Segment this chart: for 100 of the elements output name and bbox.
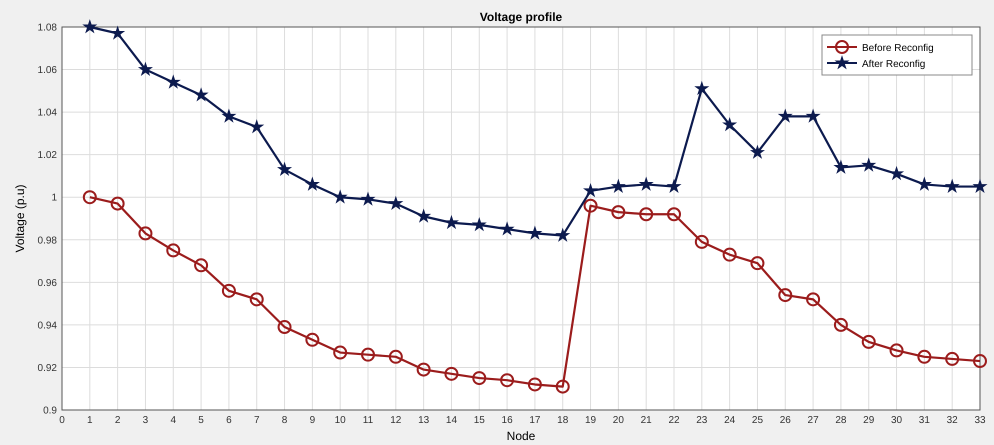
x-tick-label: 33: [974, 415, 986, 426]
x-tick-label: 11: [362, 415, 374, 426]
x-tick-label: 8: [282, 415, 288, 426]
point: [416, 208, 432, 223]
point: [360, 191, 376, 206]
x-tick-label: 26: [780, 415, 792, 426]
y-tick-label: 1.06: [38, 65, 58, 76]
x-tick-label: 19: [584, 415, 597, 426]
point: [221, 108, 236, 123]
legend-label: Before Reconfig: [862, 43, 934, 54]
point: [194, 87, 209, 102]
y-tick-label: 1.02: [38, 150, 58, 162]
y-tick-label: 0.98: [38, 235, 58, 246]
x-tick-label: 2: [114, 415, 121, 426]
legend-label: After Reconfig: [862, 59, 926, 70]
point: [250, 292, 264, 306]
point: [249, 119, 264, 134]
x-tick-label: 9: [310, 415, 316, 426]
point: [500, 221, 515, 236]
point: [806, 108, 821, 123]
x-tick-label: 12: [390, 415, 402, 426]
x-tick-label: 17: [529, 415, 541, 426]
y-tick-label: 1.08: [38, 22, 58, 34]
point: [388, 196, 404, 210]
x-tick-label: 31: [918, 415, 930, 426]
point: [110, 196, 125, 211]
point: [528, 377, 542, 392]
x-tick-label: 28: [835, 415, 847, 426]
x-tick-label: 16: [502, 415, 514, 426]
point: [750, 144, 765, 159]
point: [778, 288, 792, 302]
x-tick-label: 18: [557, 415, 569, 426]
point: [611, 205, 626, 220]
x-tick-label: 4: [170, 415, 176, 426]
point: [556, 380, 570, 394]
point: [82, 19, 98, 34]
point: [750, 256, 764, 270]
point: [166, 243, 180, 258]
x-axis-title: Node: [506, 429, 536, 443]
x-tick-label: 7: [254, 415, 260, 426]
point: [973, 354, 987, 368]
x-tick-label: 20: [612, 415, 624, 426]
y-axis-title: Voltage (p.u): [13, 184, 27, 253]
x-tick-label: 23: [696, 415, 708, 426]
point: [639, 207, 654, 222]
point: [194, 258, 208, 272]
point: [694, 234, 709, 249]
x-tick-label: 25: [752, 415, 764, 426]
point: [444, 366, 458, 381]
point: [861, 157, 876, 172]
point: [833, 160, 848, 174]
x-tick-label: 27: [808, 415, 820, 426]
point: [472, 371, 486, 386]
point: [778, 108, 793, 123]
point: [694, 80, 710, 96]
x-tick-label: 6: [226, 415, 232, 426]
y-tick-label: 0.92: [38, 362, 58, 374]
point: [555, 228, 570, 242]
point: [138, 226, 152, 240]
point: [610, 178, 626, 193]
y-tick-label: 0.9: [43, 406, 58, 416]
point: [500, 373, 514, 388]
point: [138, 62, 153, 76]
x-tick-label: 10: [334, 415, 346, 426]
point: [834, 318, 848, 332]
chart-title: Voltage profile: [480, 10, 563, 24]
point: [890, 343, 904, 358]
y-tick-label: 1: [51, 192, 58, 204]
x-tick-label: 21: [640, 415, 652, 426]
y-tick-label: 1.04: [38, 108, 58, 119]
point: [916, 176, 932, 191]
x-tick-label: 5: [198, 415, 204, 426]
y-tick-label: 0.96: [38, 278, 58, 289]
point: [444, 214, 459, 230]
point: [583, 182, 598, 198]
point: [472, 216, 487, 232]
point: [277, 162, 292, 176]
point: [222, 284, 236, 298]
x-tick-label: 14: [446, 415, 458, 426]
point: [667, 207, 681, 222]
point: [917, 350, 932, 364]
point: [388, 350, 403, 364]
point: [82, 190, 97, 204]
x-tick-label: 15: [474, 415, 486, 426]
point: [889, 166, 904, 180]
point: [972, 178, 988, 193]
point: [666, 178, 682, 193]
x-tick-label: 0: [59, 415, 66, 426]
x-tick-label: 30: [890, 415, 903, 426]
point: [332, 189, 348, 204]
point: [945, 352, 960, 366]
point: [166, 74, 181, 89]
point: [278, 320, 292, 334]
x-tick-label: 1: [87, 415, 94, 426]
point: [333, 346, 348, 360]
x-tick-label: 22: [668, 415, 680, 426]
point: [862, 334, 876, 349]
point: [722, 248, 737, 262]
point: [304, 176, 320, 191]
point: [416, 362, 431, 377]
